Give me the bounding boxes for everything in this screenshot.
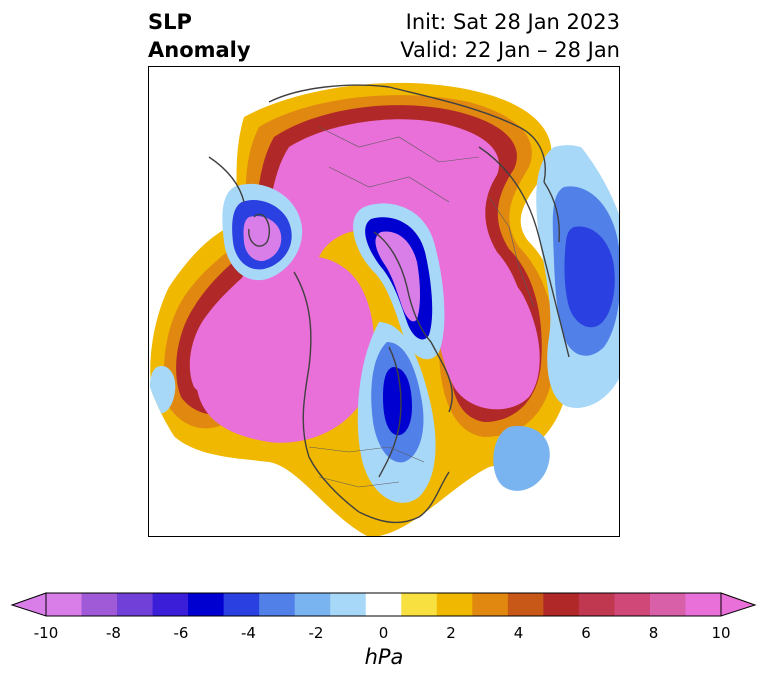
colorbar-cell (365, 593, 402, 616)
colorbar-tick-label: -6 (173, 624, 189, 642)
colorbar-tick-label: -2 (308, 624, 324, 642)
colorbar-cell (472, 593, 509, 616)
colorbar-tick-label: -8 (106, 624, 121, 642)
colorbar-tick-label: 8 (648, 624, 659, 642)
colorbar-tick-label: 2 (446, 624, 456, 642)
colorbar-cell (685, 593, 722, 616)
coastlines (208, 84, 570, 524)
arctic-low-core (375, 231, 420, 322)
mid-pacific-negative (493, 426, 550, 491)
colorbar (10, 592, 757, 617)
colorbar-cell (578, 593, 615, 616)
pacific-high (196, 255, 375, 443)
colorbar-cell (294, 593, 331, 616)
colorbar-cell (507, 593, 544, 616)
colorbar-tick-labels: -10 -8 -6 -4 -2 0 2 4 6 8 10 (0, 624, 768, 644)
colorbar-cell (649, 593, 686, 616)
map-title: SLP Anomaly (148, 8, 251, 64)
init-date: Init: Sat 28 Jan 2023 (405, 10, 620, 34)
title-field-line1: SLP (148, 10, 192, 34)
colorbar-cell (543, 593, 580, 616)
east-asia-low-core (564, 226, 615, 328)
north-america-low-core (383, 367, 412, 436)
colorbar-max-extension (720, 592, 757, 617)
colorbar-cell (223, 593, 260, 616)
colorbar-tick-label: -10 (33, 624, 59, 642)
colorbar-cell (436, 593, 473, 616)
colorbar-tick-label: 0 (378, 624, 389, 642)
colorbar-tick-label: 4 (513, 624, 524, 642)
colorbar-cell (188, 593, 225, 616)
colorbar-border (45, 592, 722, 617)
colorbar-tick-label: 10 (711, 624, 731, 642)
colorbar-min-extension (10, 592, 47, 617)
map-panel (148, 66, 620, 537)
atlantic-high (434, 263, 540, 410)
colorbar-cell (401, 593, 438, 616)
colorbar-tick-label: -4 (241, 624, 256, 642)
colorbar-cell (46, 593, 83, 616)
title-field-line2: Anomaly (148, 38, 251, 62)
colorbar-cell (330, 593, 367, 616)
alaska-low-core (243, 215, 282, 262)
map-dates: Init: Sat 28 Jan 2023 Valid: 22 Jan – 28… (400, 8, 620, 64)
colorbar-unit: hPa (364, 645, 404, 669)
colorbar-tick-label: 6 (581, 624, 591, 642)
colorbar-cells (46, 593, 722, 616)
colorbar-cell (81, 593, 118, 616)
valid-range: Valid: 22 Jan – 28 Jan (400, 38, 620, 62)
political-borders (308, 126, 535, 488)
colorbar-cell (614, 593, 651, 616)
west-coast-negative (149, 366, 176, 414)
colorbar-cell (152, 593, 189, 616)
anomaly-map (149, 82, 619, 536)
colorbar-cell (117, 593, 154, 616)
colorbar-cell (259, 593, 296, 616)
